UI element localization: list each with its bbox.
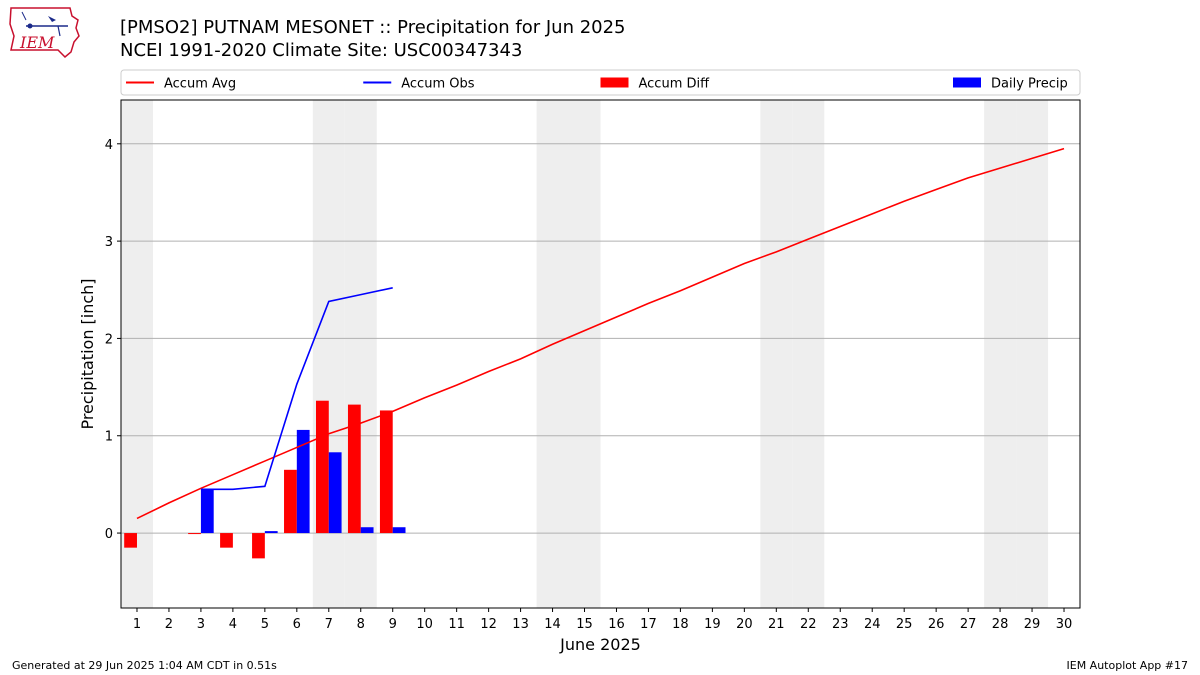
x-tick-label: 8 bbox=[357, 617, 365, 632]
weekend-shade bbox=[984, 100, 1017, 608]
x-tick-label: 11 bbox=[448, 617, 465, 632]
x-tick-label: 2 bbox=[165, 617, 173, 632]
x-tick-label: 3 bbox=[197, 617, 205, 632]
x-tick-label: 13 bbox=[512, 617, 529, 632]
bar-accum-diff bbox=[188, 533, 201, 535]
line-accum-obs bbox=[200, 287, 393, 491]
x-tick-label: 1 bbox=[133, 617, 141, 632]
iem-logo: IEM bbox=[8, 6, 82, 62]
weekend-shade bbox=[760, 100, 793, 608]
x-axis-label: June 2025 bbox=[559, 635, 641, 654]
x-tick-label: 14 bbox=[544, 617, 561, 632]
weekend-shade bbox=[121, 100, 153, 608]
x-tick-label: 30 bbox=[1056, 617, 1073, 632]
x-tick-label: 12 bbox=[480, 617, 497, 632]
x-tick-label: 9 bbox=[389, 617, 397, 632]
weekend-shade bbox=[1016, 100, 1049, 608]
chart-title: [PMSO2] PUTNAM MESONET :: Precipitation … bbox=[120, 17, 626, 38]
x-tick-label: 10 bbox=[416, 617, 433, 632]
x-tick-label: 22 bbox=[800, 617, 817, 632]
legend-swatch-bar bbox=[953, 77, 981, 88]
x-tick-label: 4 bbox=[229, 617, 237, 632]
y-tick-label: 3 bbox=[105, 235, 113, 250]
x-tick-label: 19 bbox=[704, 617, 721, 632]
bar-daily-precip bbox=[264, 531, 278, 534]
x-tick-label: 20 bbox=[736, 617, 753, 632]
y-tick-label: 2 bbox=[105, 332, 113, 347]
y-tick-label: 1 bbox=[105, 430, 113, 445]
bar-daily-precip bbox=[296, 429, 310, 534]
x-tick-label: 6 bbox=[293, 617, 301, 632]
bar-daily-precip bbox=[328, 452, 342, 534]
bar-daily-precip bbox=[360, 527, 374, 534]
x-tick-label: 29 bbox=[1024, 617, 1041, 632]
bar-accum-diff bbox=[284, 469, 297, 534]
legend-label: Daily Precip bbox=[991, 77, 1068, 92]
x-tick-label: 5 bbox=[261, 617, 269, 632]
line-accum-avg bbox=[136, 147, 1065, 520]
x-tick-label: 17 bbox=[640, 617, 657, 632]
footer-app-text: IEM Autoplot App #17 bbox=[1066, 659, 1189, 672]
x-tick-label: 7 bbox=[325, 617, 333, 632]
y-axis-label: Precipitation [inch] bbox=[78, 278, 97, 429]
chart-subtitle: NCEI 1991-2020 Climate Site: USC00347343 bbox=[120, 40, 523, 61]
bar-accum-diff bbox=[252, 533, 265, 559]
bar-accum-diff bbox=[124, 533, 137, 548]
x-tick-label: 16 bbox=[608, 617, 625, 632]
weekend-shade bbox=[792, 100, 825, 608]
x-tick-label: 24 bbox=[864, 617, 881, 632]
x-tick-label: 23 bbox=[832, 617, 849, 632]
legend-swatch-bar bbox=[600, 77, 629, 88]
legend-label: Accum Obs bbox=[401, 77, 474, 92]
x-tick-label: 27 bbox=[960, 617, 977, 632]
bar-accum-diff bbox=[315, 400, 329, 534]
x-tick-label: 28 bbox=[992, 617, 1009, 632]
bar-daily-precip bbox=[392, 527, 406, 534]
logo-text: IEM bbox=[19, 33, 55, 52]
y-tick-label: 0 bbox=[105, 527, 113, 542]
legend-label: Accum Diff bbox=[639, 77, 711, 92]
bar-accum-diff bbox=[379, 410, 393, 534]
legend-label: Accum Avg bbox=[164, 77, 236, 92]
bar-accum-diff bbox=[220, 533, 233, 548]
x-tick-label: 18 bbox=[672, 617, 689, 632]
footer-generated-text: Generated at 29 Jun 2025 1:04 AM CDT in … bbox=[12, 659, 277, 672]
weekend-shade bbox=[568, 100, 601, 608]
weekend-shade bbox=[536, 100, 569, 608]
bar-accum-diff bbox=[347, 404, 361, 534]
y-tick-label: 4 bbox=[105, 138, 113, 153]
plot-frame bbox=[120, 99, 1081, 609]
x-tick-label: 15 bbox=[576, 617, 593, 632]
x-tick-label: 21 bbox=[768, 617, 785, 632]
x-tick-label: 25 bbox=[896, 617, 913, 632]
bar-daily-precip bbox=[200, 489, 214, 534]
x-tick-label: 26 bbox=[928, 617, 945, 632]
